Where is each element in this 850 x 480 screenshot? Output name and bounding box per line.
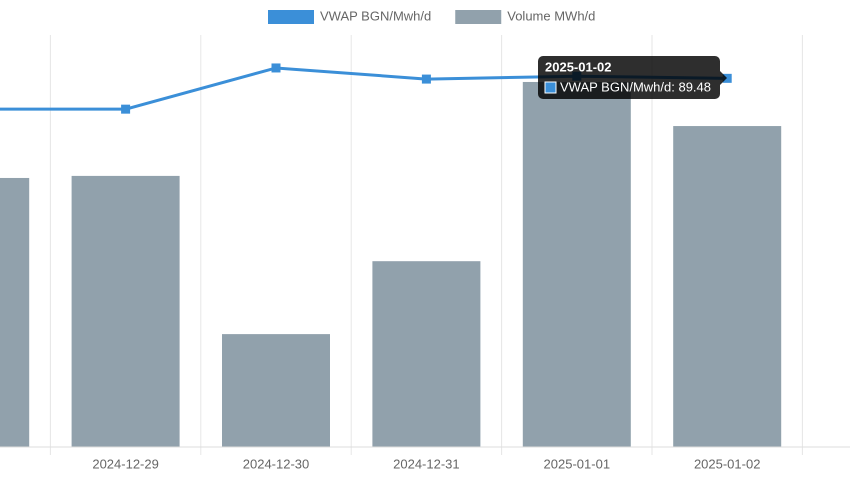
marks [0, 63, 782, 448]
point [121, 104, 131, 114]
x-tick-label: 2025-01-02 [694, 456, 761, 471]
tooltip-caret [720, 71, 727, 85]
x-tick-label: 2025-01-01 [544, 456, 611, 471]
point [271, 63, 281, 73]
tooltip-box [538, 56, 720, 99]
bar [0, 177, 30, 448]
point [421, 74, 431, 84]
grid [49, 35, 803, 455]
legend: VWAP BGN/Mwh/d Volume MWh/d [268, 8, 595, 24]
bar [71, 175, 180, 448]
x-tick-label: 2024-12-29 [92, 456, 159, 471]
legend-swatch [455, 10, 502, 24]
legend-swatch [268, 10, 314, 24]
x-tick-label: 2024-12-30 [243, 456, 310, 471]
tooltip-text: VWAP BGN/Mwh/d: 89.48 [560, 79, 711, 94]
x-tick-label: 2024-12-31 [393, 456, 460, 471]
bar [522, 81, 631, 447]
bar [222, 334, 330, 447]
bar [673, 126, 782, 447]
legend-label: VWAP BGN/Mwh/d [320, 8, 431, 23]
point [722, 73, 732, 83]
tooltip-title: 2025-01-02 [545, 59, 612, 74]
tooltip: 2025-01-02 VWAP BGN/Mwh/d: 89.48 [538, 56, 727, 99]
legend-label: Volume MWh/d [507, 8, 595, 23]
tooltip-swatch [544, 81, 557, 94]
bar [372, 261, 481, 447]
